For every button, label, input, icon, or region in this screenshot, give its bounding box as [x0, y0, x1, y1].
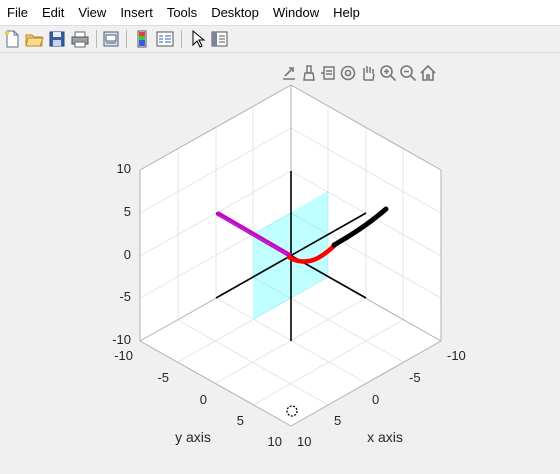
y-tick-label: 5: [237, 413, 244, 428]
x-tick-label: -5: [409, 370, 421, 385]
y-tick-label: -10: [114, 348, 133, 363]
z-tick-label: -10: [112, 332, 131, 347]
z-tick-label: 5: [124, 204, 131, 219]
y-tick-label: -5: [157, 370, 169, 385]
y-tick-label: 10: [268, 434, 282, 449]
x-tick-label: 0: [372, 392, 379, 407]
x-axis-label: x axis: [367, 429, 403, 445]
z-tick-label: -5: [119, 289, 131, 304]
x-tick-label: 10: [297, 434, 311, 449]
z-tick-label: 10: [117, 161, 131, 176]
x-tick-label: -10: [447, 348, 466, 363]
z-tick-label: 0: [124, 247, 131, 262]
y-axis-label: y axis: [175, 429, 211, 445]
x-tick-label: 5: [334, 413, 341, 428]
y-tick-label: 0: [200, 392, 207, 407]
